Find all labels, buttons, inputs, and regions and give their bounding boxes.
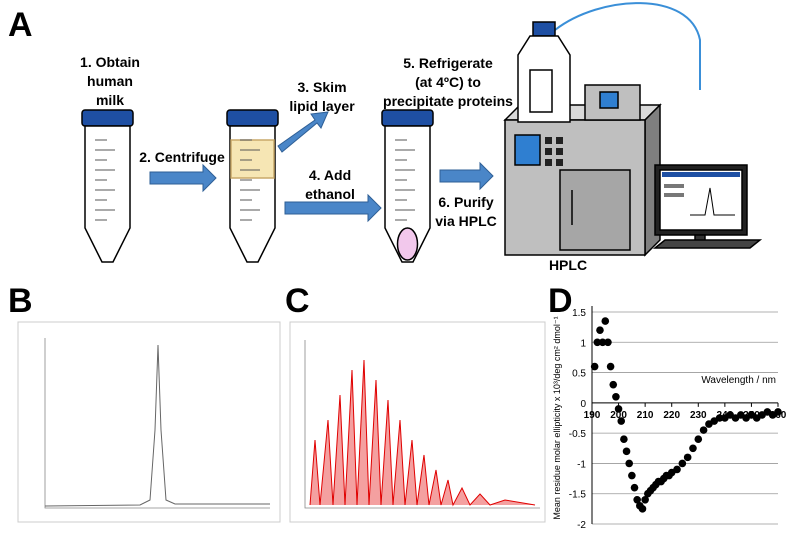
chromatogram-thumbnail <box>17 321 281 523</box>
data-point <box>598 338 607 347</box>
step-label: (at 4ºC) to <box>415 74 481 90</box>
data-point <box>617 417 626 425</box>
data-point <box>590 362 599 371</box>
x-tick-label: 220 <box>663 410 680 421</box>
mass-spectrum-thumbnail <box>289 321 546 523</box>
x-tick-label: 190 <box>584 410 601 421</box>
instrument-label: HPLC <box>549 257 587 273</box>
y-tick-label: 1.5 <box>572 308 586 319</box>
y-tick-label: -1.5 <box>569 490 587 501</box>
data-point <box>628 471 636 480</box>
step-label: via HPLC <box>435 213 496 229</box>
x-axis-label: Wavelength / nm <box>701 375 776 386</box>
step-labels: 1. Obtain human milk 2. Centrifuge 3. Skim li… <box>80 54 513 229</box>
y-tick-label: 1 <box>580 338 586 349</box>
panel-label: C <box>285 282 310 320</box>
x-tick-label: 210 <box>637 410 654 421</box>
tubes <box>81 109 434 263</box>
panel-label: D <box>548 282 573 320</box>
y-tick-label: -1 <box>577 459 586 470</box>
hplc-machine <box>503 2 763 257</box>
data-point <box>596 326 604 334</box>
arrow <box>439 161 494 191</box>
step-label: 3. Skim <box>297 79 346 95</box>
y-tick-label: 0.5 <box>572 369 586 380</box>
data-point <box>604 338 612 347</box>
step-label: milk <box>96 92 124 108</box>
data-point <box>601 317 610 325</box>
data-point <box>641 495 649 504</box>
data-point <box>620 435 628 444</box>
step-label: precipitate proteins <box>383 93 513 109</box>
step-label: lipid layer <box>289 98 355 114</box>
data-point <box>633 495 641 504</box>
data-point <box>609 380 618 389</box>
arrow <box>149 163 217 193</box>
data-point <box>622 447 631 456</box>
data-point <box>606 362 615 371</box>
data-point <box>774 408 782 416</box>
step-label: 4. Add <box>309 167 351 183</box>
y-axis-label: Mean residue molar ellipticity x 10³/deg… <box>552 316 562 519</box>
data-point <box>612 393 620 401</box>
y-tick-label: 0 <box>580 399 586 410</box>
data-point <box>638 505 647 513</box>
data-point <box>593 338 602 347</box>
step-label: ethanol <box>305 186 355 202</box>
data-point <box>715 414 724 422</box>
data-point <box>673 465 681 474</box>
data-point <box>625 459 633 468</box>
data-point <box>630 483 639 492</box>
y-tick-label: -0.5 <box>569 429 587 440</box>
data-point <box>614 405 623 413</box>
x-tick-label: 200 <box>610 410 627 421</box>
step-label: human <box>87 73 133 89</box>
step-label: 2. Centrifuge <box>139 149 225 165</box>
panel-label: B <box>8 282 33 320</box>
data-point <box>683 453 692 462</box>
data-point <box>699 426 708 434</box>
arrow <box>284 193 382 223</box>
step-label: 5. Refrigerate <box>403 55 493 71</box>
x-tick-label: 230 <box>690 410 707 421</box>
panel-label: A <box>8 6 33 44</box>
step-label: 1. Obtain <box>80 54 140 70</box>
y-tick-label: -2 <box>577 520 586 531</box>
arrow <box>277 111 329 153</box>
data-point <box>694 435 703 444</box>
step-label: 6. Purify <box>438 194 493 210</box>
data-point <box>689 444 697 453</box>
cd-plot: -2-1.5-1-0.500.511.519020021022023024025… <box>552 306 787 531</box>
data-point <box>678 459 687 468</box>
